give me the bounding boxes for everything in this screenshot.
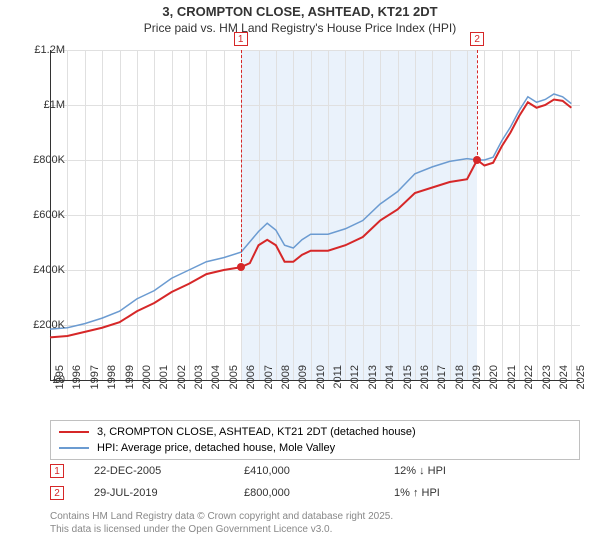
x-axis-label: 1999 (124, 365, 136, 405)
marker-dot-2 (473, 156, 481, 164)
x-axis-label: 2025 (575, 365, 587, 405)
x-axis-label: 2013 (367, 365, 379, 405)
legend-item: HPI: Average price, detached house, Mole… (59, 440, 571, 456)
x-axis-label: 2014 (384, 365, 396, 405)
x-axis-label: 2012 (349, 365, 361, 405)
marker-line-2 (477, 50, 478, 160)
x-axis-label: 2004 (210, 365, 222, 405)
event-price: £410,000 (244, 465, 364, 477)
x-axis-label: 2011 (332, 365, 344, 405)
chart-legend: 3, CROMPTON CLOSE, ASHTEAD, KT21 2DT (de… (50, 420, 580, 460)
event-marker-1: 1 (50, 464, 64, 478)
x-axis-label: 2008 (280, 365, 292, 405)
legend-item: 3, CROMPTON CLOSE, ASHTEAD, KT21 2DT (de… (59, 424, 571, 440)
event-price: £800,000 (244, 487, 364, 499)
x-axis-label: 2002 (176, 365, 188, 405)
x-axis-label: 2000 (141, 365, 153, 405)
y-axis-label: £400K (20, 264, 65, 276)
y-axis-label: £1M (20, 99, 65, 111)
footer-attribution: Contains HM Land Registry data © Crown c… (50, 510, 580, 536)
x-axis-label: 2018 (454, 365, 466, 405)
marker-box-1: 1 (234, 32, 248, 46)
footer-line2: This data is licensed under the Open Gov… (50, 523, 580, 536)
marker-box-2: 2 (470, 32, 484, 46)
x-axis-label: 1997 (89, 365, 101, 405)
x-axis-label: 2017 (436, 365, 448, 405)
x-axis-label: 2019 (471, 365, 483, 405)
y-axis-label: £1.2M (20, 44, 65, 56)
event-row: 1 22-DEC-2005 £410,000 12% ↓ HPI (50, 460, 580, 482)
x-axis-label: 2024 (558, 365, 570, 405)
x-axis-label: 2009 (297, 365, 309, 405)
x-axis-label: 2005 (228, 365, 240, 405)
marker-dot-1 (237, 263, 245, 271)
series-hpi (50, 94, 571, 329)
y-axis-label: £800K (20, 154, 65, 166)
event-pct: 12% ↓ HPI (394, 465, 446, 477)
x-axis-label: 2021 (506, 365, 518, 405)
series-price_paid (50, 100, 571, 338)
chart-subtitle: Price paid vs. HM Land Registry's House … (0, 21, 600, 35)
chart-title: 3, CROMPTON CLOSE, ASHTEAD, KT21 2DT (0, 4, 600, 19)
x-axis-label: 2010 (315, 365, 327, 405)
x-axis-label: 2020 (488, 365, 500, 405)
series-svg (50, 50, 580, 380)
x-axis-label: 1998 (106, 365, 118, 405)
legend-swatch (59, 431, 89, 433)
footer-line1: Contains HM Land Registry data © Crown c… (50, 510, 580, 523)
x-axis-label: 2006 (245, 365, 257, 405)
x-axis-label: 2022 (523, 365, 535, 405)
event-table: 1 22-DEC-2005 £410,000 12% ↓ HPI 2 29-JU… (50, 460, 580, 504)
event-row: 2 29-JUL-2019 £800,000 1% ↑ HPI (50, 482, 580, 504)
event-pct: 1% ↑ HPI (394, 487, 440, 499)
y-axis-label: £200K (20, 319, 65, 331)
legend-label: 3, CROMPTON CLOSE, ASHTEAD, KT21 2DT (de… (97, 426, 416, 438)
chart-plot-area: 12 (50, 50, 580, 380)
x-axis-label: 1996 (71, 365, 83, 405)
marker-line-1 (241, 50, 242, 267)
legend-label: HPI: Average price, detached house, Mole… (97, 442, 335, 454)
x-axis-label: 2016 (419, 365, 431, 405)
x-axis-label: 2015 (402, 365, 414, 405)
event-marker-2: 2 (50, 486, 64, 500)
x-axis-label: 2023 (541, 365, 553, 405)
x-axis-label: 2001 (158, 365, 170, 405)
x-axis-label: 2007 (263, 365, 275, 405)
event-date: 29-JUL-2019 (94, 487, 214, 499)
event-date: 22-DEC-2005 (94, 465, 214, 477)
legend-swatch (59, 447, 89, 449)
y-axis-label: £600K (20, 209, 65, 221)
x-axis-label: 2003 (193, 365, 205, 405)
x-axis-label: 1995 (54, 365, 66, 405)
